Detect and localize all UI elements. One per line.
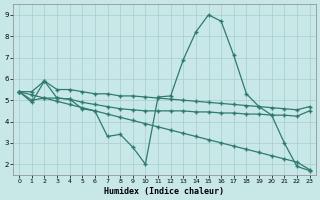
X-axis label: Humidex (Indice chaleur): Humidex (Indice chaleur) — [104, 187, 224, 196]
